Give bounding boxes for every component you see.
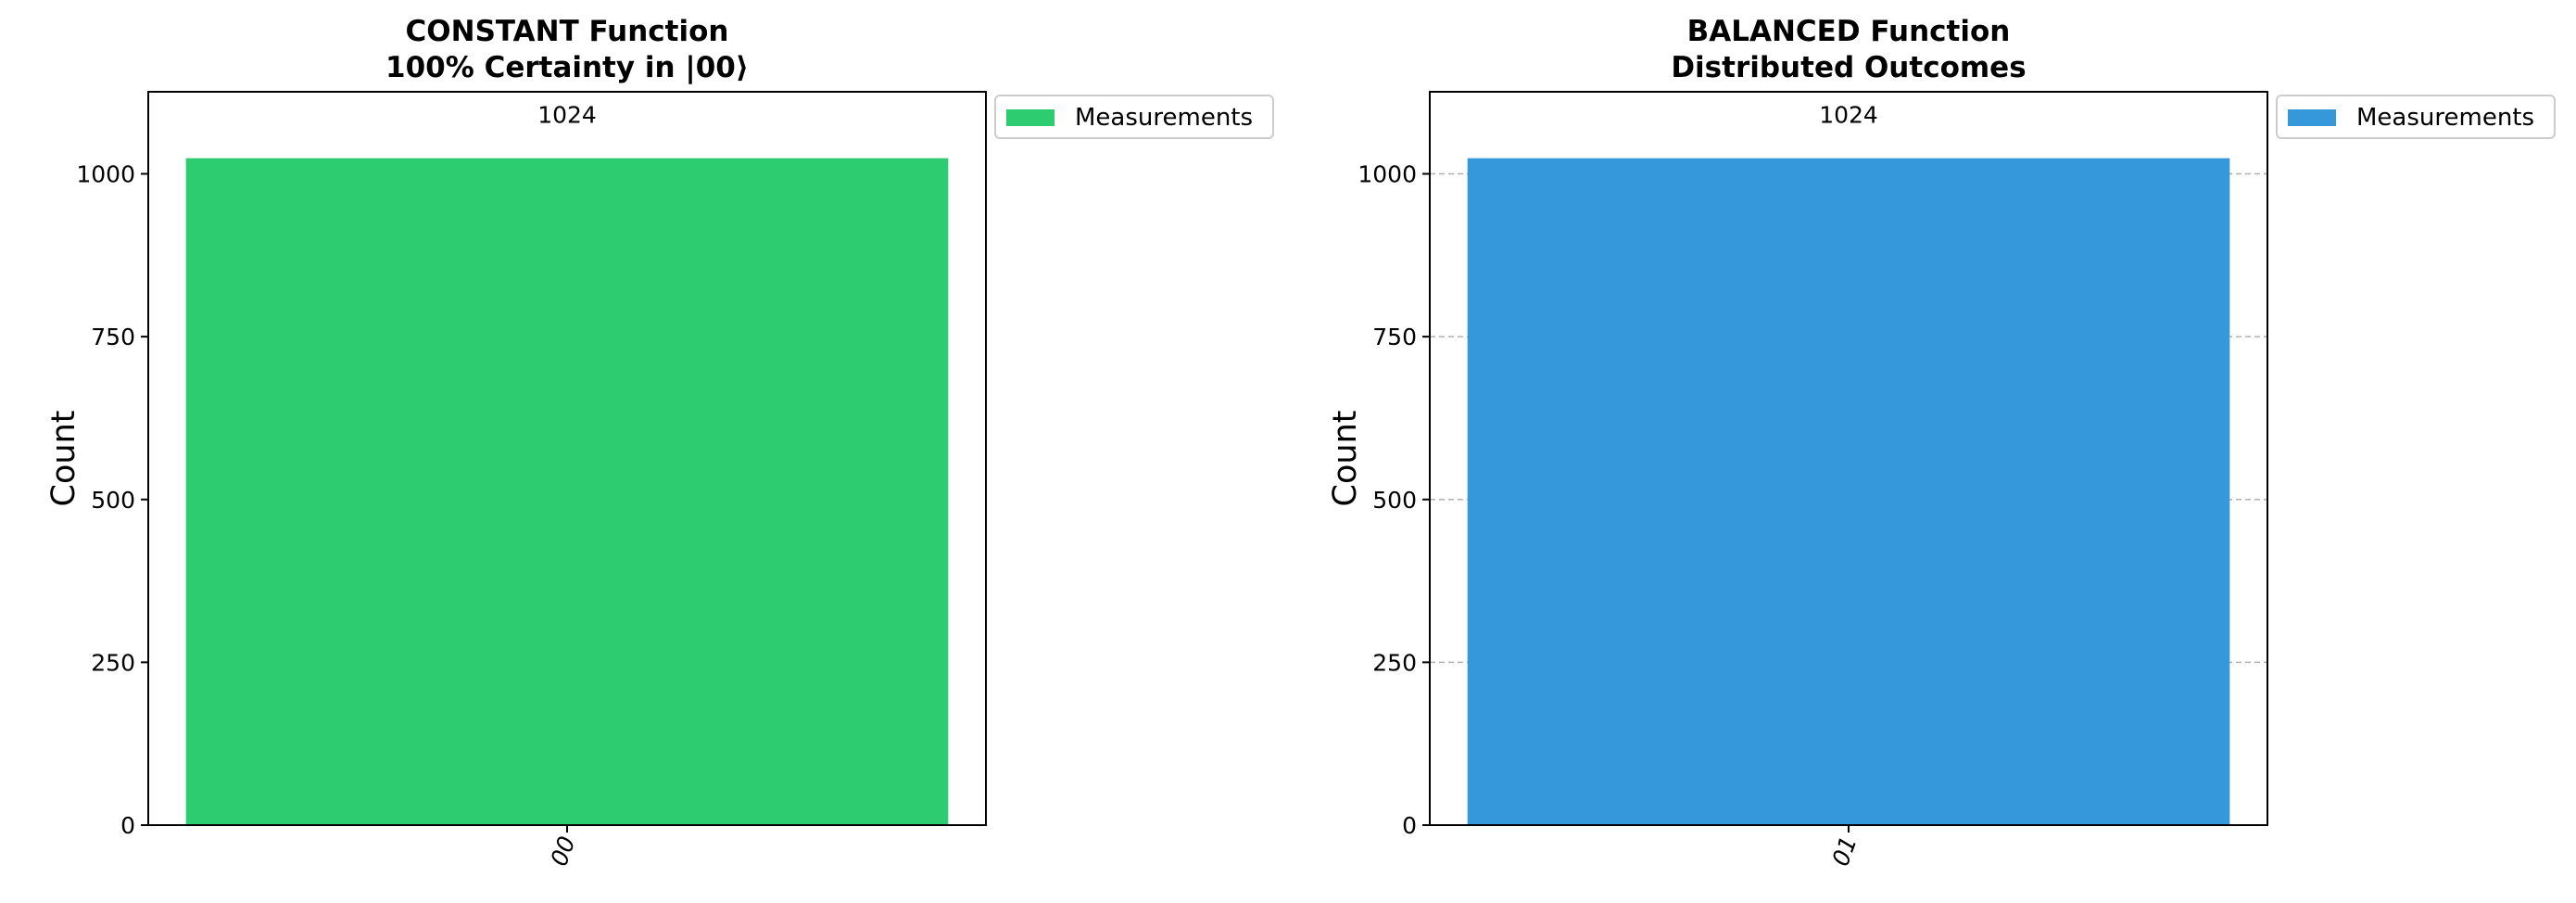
legend-swatch xyxy=(2288,109,2336,126)
y-axis-label: Count xyxy=(45,411,82,507)
legend-box xyxy=(994,95,1274,139)
y-tick-label: 500 xyxy=(1372,487,1417,514)
y-tick-label: 500 xyxy=(91,487,135,514)
y-tick-label: 250 xyxy=(1372,649,1417,676)
y-tick-label: 0 xyxy=(1402,812,1417,839)
x-tick-label: 01 xyxy=(1827,833,1863,870)
y-tick-label: 1000 xyxy=(76,161,135,188)
legend-label: Measurements xyxy=(1075,104,1253,132)
chart-title: Distributed Outcomes xyxy=(1671,51,2026,84)
bar xyxy=(185,158,949,826)
chart-title: 100% Certainty in |00⟩ xyxy=(385,51,749,84)
y-tick-label: 250 xyxy=(91,649,135,676)
y-tick-label: 1000 xyxy=(1357,161,1417,188)
chart-title: CONSTANT Function xyxy=(406,15,729,48)
data-label: 1024 xyxy=(1819,102,1878,129)
bar xyxy=(1467,158,2230,826)
y-tick-label: 750 xyxy=(1372,324,1417,350)
data-label: 1024 xyxy=(537,102,597,129)
legend-box xyxy=(2276,95,2556,139)
chart-title: BALANCED Function xyxy=(1687,15,2011,48)
y-tick-label: 750 xyxy=(91,324,135,350)
x-tick-label: 00 xyxy=(546,833,581,870)
legend-swatch xyxy=(1006,109,1054,126)
y-tick-label: 0 xyxy=(120,812,135,839)
legend-label: Measurements xyxy=(2356,104,2534,132)
y-axis-label: Count xyxy=(1327,411,1364,507)
